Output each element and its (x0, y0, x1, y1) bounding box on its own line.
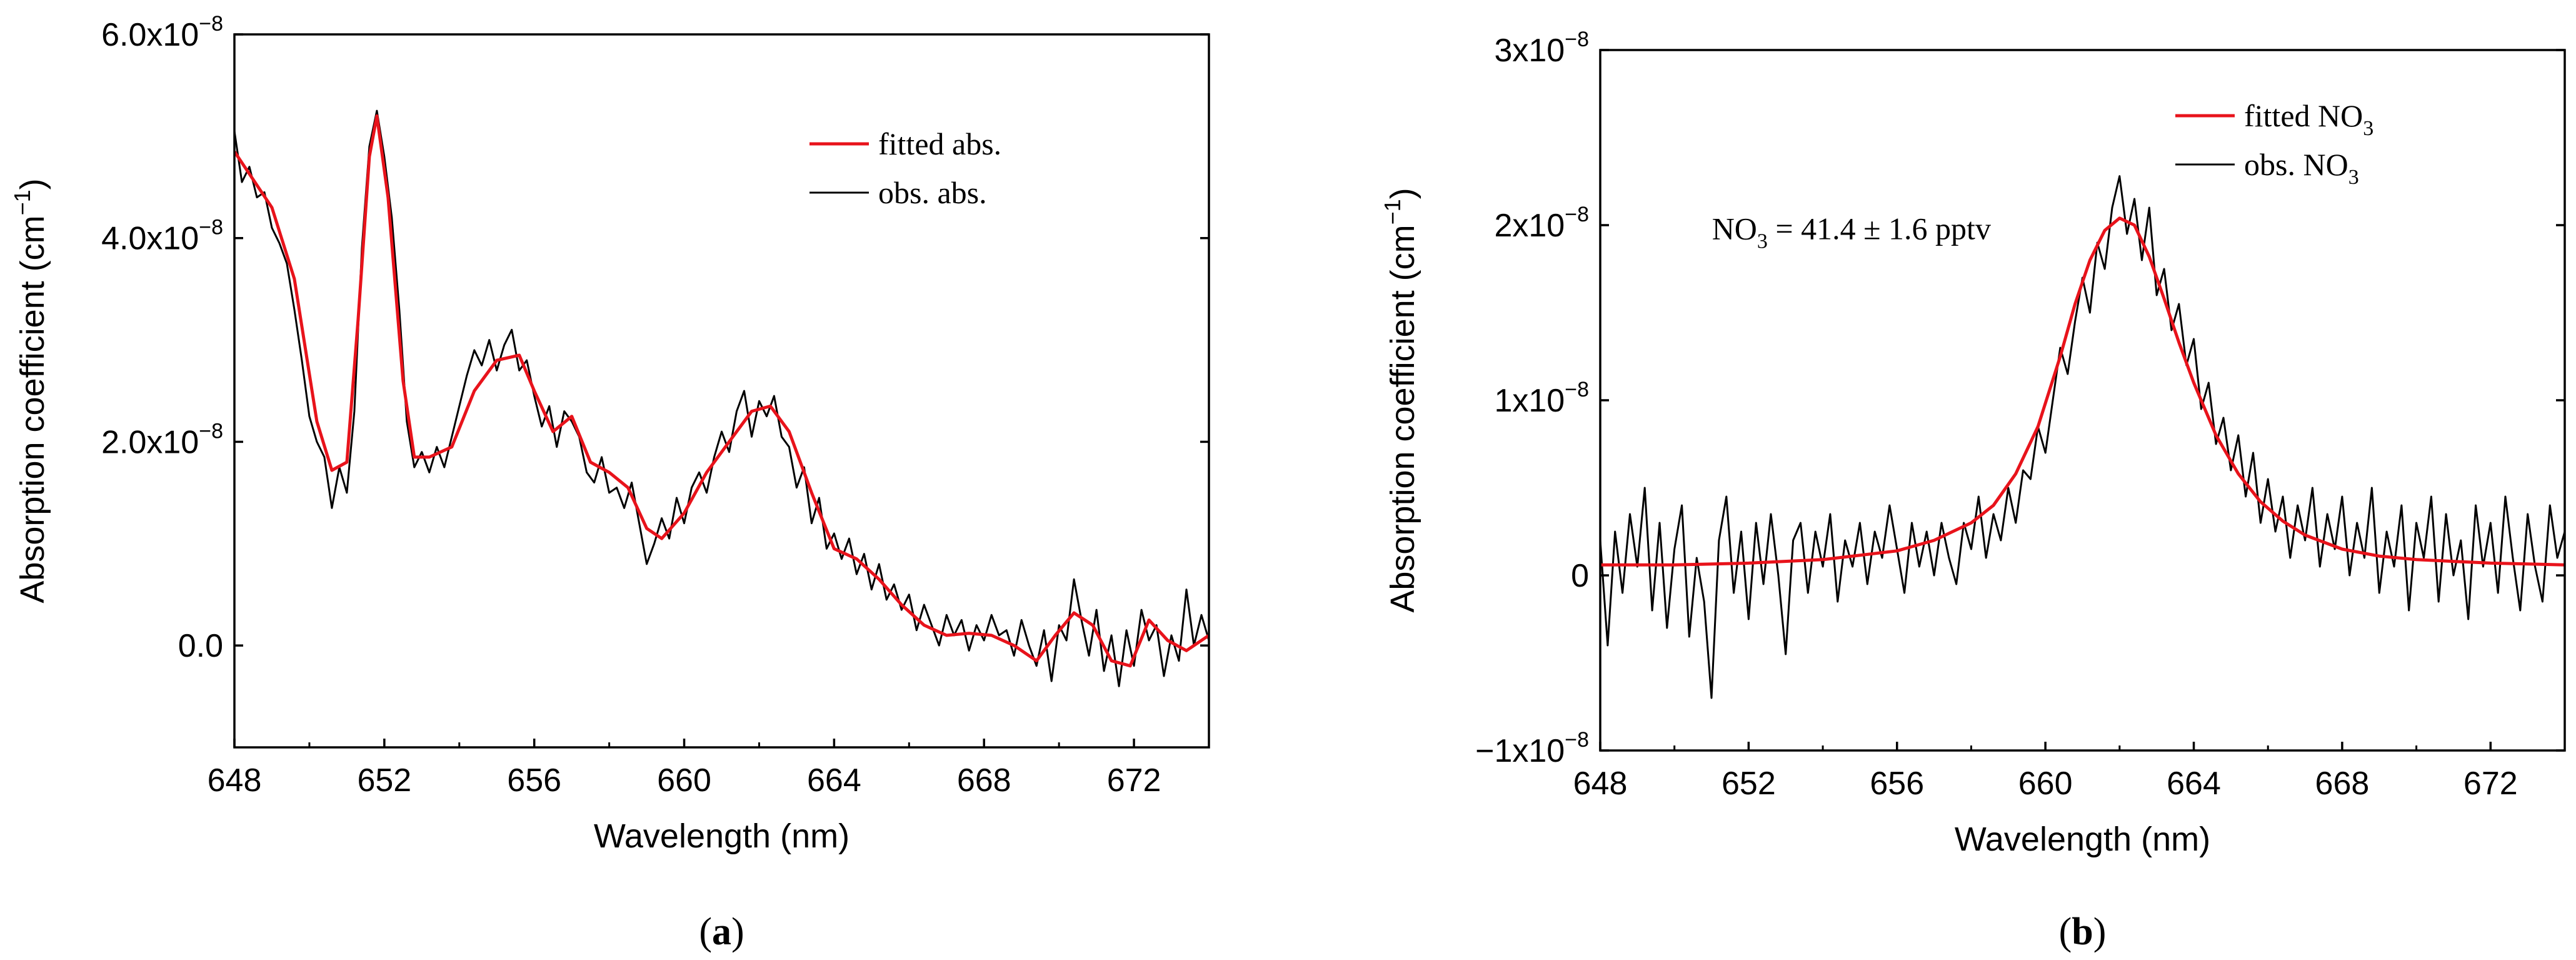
legend-label-text: obs. NO (2244, 147, 2348, 182)
chart-panel-a: 648 652 656 660 664 668 6720.02.0x10−84.0x10−8… (9, 12, 1210, 953)
y-axis-title-main: Absorption coefficient (cm (14, 215, 51, 603)
x-tick-label: 652 (357, 762, 411, 799)
panel-label-letter: a (712, 911, 731, 953)
x-tick-label: 648 (208, 762, 262, 799)
legend-label-sub: 3 (2348, 166, 2359, 189)
x-axis-title: Wavelength (nm) (1955, 821, 2210, 858)
y-tick-label: 0.0 (178, 628, 223, 664)
y-axis-title-sup: −1 (9, 189, 35, 215)
y-tick-exponent: −8 (1565, 728, 1589, 752)
y-tick-label: 0 (1571, 558, 1589, 594)
plot-frame (233, 33, 1210, 749)
y-tick-mantissa: 6.0x10 (101, 17, 199, 53)
y-tick-exponent: −8 (199, 216, 223, 240)
series-line-fitted (234, 114, 1209, 668)
y-tick-mantissa: −1x10 (1475, 733, 1565, 769)
legend-label-sub: 3 (2363, 117, 2373, 140)
plot-frame (1599, 49, 2566, 752)
series-line-observed (234, 109, 1209, 687)
y-tick-exponent: −8 (1565, 203, 1589, 226)
legend-label-text: fitted abs. (878, 126, 1001, 161)
y-tick-mantissa: 0 (1571, 558, 1589, 594)
legend-label: fitted abs. (878, 126, 1001, 161)
x-tick-label: 664 (2167, 765, 2221, 802)
x-tick-label: 652 (1722, 765, 1776, 802)
annotation-text: NO3 = 41.4 ± 1.6 pptv (1712, 211, 1991, 253)
annotation-sub: 3 (1757, 230, 1768, 253)
x-tick-label: 672 (1107, 762, 1161, 799)
x-tick-label: 672 (2463, 765, 2518, 802)
panel-label-close: ) (2093, 911, 2107, 953)
y-tick-exponent: −8 (199, 12, 223, 36)
panel-label-open: ( (699, 911, 712, 953)
series-line-observed (1600, 175, 2565, 699)
x-tick-label: 664 (807, 762, 861, 799)
y-tick-mantissa: 2x10 (1494, 208, 1565, 244)
legend-label: fitted NO3 (2244, 98, 2373, 140)
panel-label-open: ( (2059, 911, 2072, 953)
x-tick-label: 668 (957, 762, 1011, 799)
y-tick-mantissa: 2.0x10 (101, 424, 199, 460)
legend-label: obs. NO3 (2244, 147, 2359, 189)
y-tick-label: 1x10−8 (1494, 378, 1589, 419)
panel-label-close: ) (731, 911, 744, 953)
y-tick-mantissa: 4.0x10 (101, 221, 199, 257)
y-axis-title-close: ) (1384, 188, 1421, 199)
y-axis-title: Absorption coefficient (cm−1) (1380, 188, 1421, 612)
x-tick-label: 668 (2315, 765, 2370, 802)
y-tick-exponent: −8 (1565, 378, 1589, 402)
y-axis-title-sup: −1 (1380, 199, 1405, 225)
legend-label-text: fitted NO (2244, 98, 2363, 133)
annotation-post: = 41.4 ± 1.6 pptv (1768, 211, 1991, 246)
y-tick-label: 3x10−8 (1494, 28, 1589, 69)
legend-label: obs. abs. (878, 175, 987, 210)
x-tick-label: 660 (2018, 765, 2073, 802)
y-tick-mantissa: 1x10 (1494, 383, 1565, 419)
x-axis-title: Wavelength (nm) (594, 817, 849, 855)
annotation-pre: NO (1712, 211, 1757, 246)
panel-label-letter: b (2072, 911, 2093, 953)
legend-label-text: obs. abs. (878, 175, 987, 210)
panel-label: (b) (2059, 911, 2107, 953)
y-axis-title-close: ) (14, 178, 51, 189)
x-tick-label: 656 (507, 762, 561, 799)
y-tick-label: 4.0x10−8 (101, 216, 223, 257)
y-axis-title-main: Absorption coefficient (cm (1384, 225, 1421, 612)
panel-label: (a) (699, 911, 744, 953)
x-tick-label: 648 (1573, 765, 1628, 802)
y-tick-label: 6.0x10−8 (101, 12, 223, 53)
y-axis-title: Absorption coefficient (cm−1) (9, 178, 51, 603)
y-tick-exponent: −8 (1565, 28, 1589, 51)
y-tick-mantissa: 0.0 (178, 628, 223, 664)
y-tick-label: −1x10−8 (1475, 728, 1589, 769)
y-tick-label: 2.0x10−8 (101, 419, 223, 460)
y-tick-mantissa: 3x10 (1494, 33, 1565, 69)
y-tick-label: 2x10−8 (1494, 203, 1589, 244)
series-line-fitted (1600, 216, 2565, 567)
x-tick-label: 660 (657, 762, 711, 799)
x-tick-label: 656 (1870, 765, 1924, 802)
y-tick-exponent: −8 (199, 419, 223, 443)
chart-panel-b: 648 652 656 660 664 668 672−1x10−801x10−82x10−… (1380, 28, 2566, 953)
